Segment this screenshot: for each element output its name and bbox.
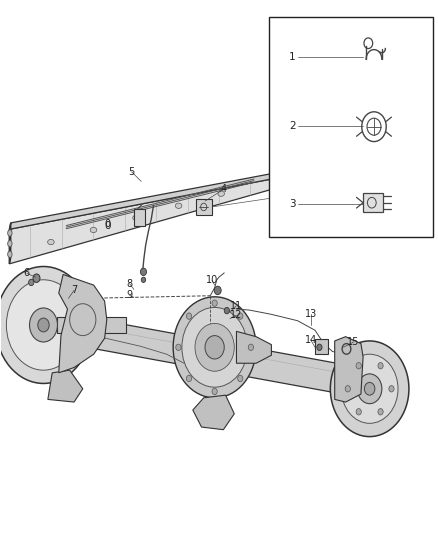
- Polygon shape: [237, 332, 272, 364]
- Ellipse shape: [8, 240, 12, 247]
- Circle shape: [187, 375, 192, 382]
- Polygon shape: [31, 308, 381, 401]
- Circle shape: [364, 382, 375, 395]
- Text: 0: 0: [105, 219, 111, 229]
- Polygon shape: [10, 179, 272, 264]
- Circle shape: [238, 375, 243, 382]
- Ellipse shape: [133, 215, 139, 221]
- Text: 1: 1: [289, 52, 295, 61]
- Text: 0: 0: [104, 221, 111, 231]
- Circle shape: [378, 409, 383, 415]
- Polygon shape: [59, 274, 107, 373]
- Text: 12: 12: [230, 310, 243, 320]
- Polygon shape: [10, 223, 11, 264]
- Bar: [269, 17, 433, 237]
- Bar: [196, 199, 212, 215]
- Circle shape: [248, 344, 254, 351]
- Ellipse shape: [90, 227, 97, 232]
- Circle shape: [317, 344, 322, 351]
- Circle shape: [356, 362, 361, 369]
- Text: 4: 4: [220, 184, 226, 195]
- Circle shape: [33, 274, 40, 282]
- Circle shape: [0, 266, 92, 383]
- Bar: [134, 209, 145, 226]
- Ellipse shape: [218, 191, 224, 196]
- Circle shape: [389, 385, 394, 392]
- Bar: [315, 339, 328, 354]
- Text: 11: 11: [230, 301, 243, 311]
- Circle shape: [195, 324, 234, 371]
- Circle shape: [212, 300, 217, 306]
- Polygon shape: [193, 395, 234, 430]
- Circle shape: [214, 286, 221, 295]
- Text: 13: 13: [304, 309, 317, 319]
- Circle shape: [176, 344, 181, 351]
- Circle shape: [378, 362, 383, 369]
- Ellipse shape: [48, 239, 54, 245]
- Polygon shape: [57, 317, 127, 333]
- Text: 8: 8: [127, 279, 133, 288]
- Circle shape: [238, 313, 243, 319]
- Circle shape: [330, 341, 409, 437]
- Text: 7: 7: [71, 286, 77, 295]
- Text: 2: 2: [289, 120, 295, 131]
- Circle shape: [356, 409, 361, 415]
- Text: 6: 6: [24, 269, 30, 278]
- Circle shape: [7, 280, 81, 370]
- Circle shape: [341, 354, 398, 423]
- Bar: [363, 193, 383, 212]
- Circle shape: [141, 268, 147, 276]
- Polygon shape: [10, 173, 277, 229]
- Polygon shape: [48, 370, 83, 402]
- Text: 15: 15: [347, 337, 360, 347]
- Circle shape: [205, 336, 224, 359]
- Text: 14: 14: [304, 335, 317, 345]
- Ellipse shape: [8, 251, 12, 257]
- Circle shape: [345, 385, 350, 392]
- Circle shape: [182, 308, 247, 387]
- Circle shape: [38, 318, 49, 332]
- Text: 10: 10: [206, 276, 218, 285]
- Circle shape: [187, 313, 192, 319]
- Circle shape: [212, 388, 217, 394]
- Text: 5: 5: [128, 167, 135, 177]
- Circle shape: [173, 297, 256, 398]
- Circle shape: [357, 374, 382, 403]
- Polygon shape: [335, 337, 363, 402]
- Circle shape: [141, 277, 146, 282]
- Ellipse shape: [8, 230, 12, 236]
- Ellipse shape: [175, 203, 182, 208]
- Circle shape: [224, 308, 230, 314]
- Text: 9: 9: [127, 290, 133, 300]
- Circle shape: [28, 279, 34, 286]
- Text: 3: 3: [289, 199, 295, 209]
- Circle shape: [29, 308, 57, 342]
